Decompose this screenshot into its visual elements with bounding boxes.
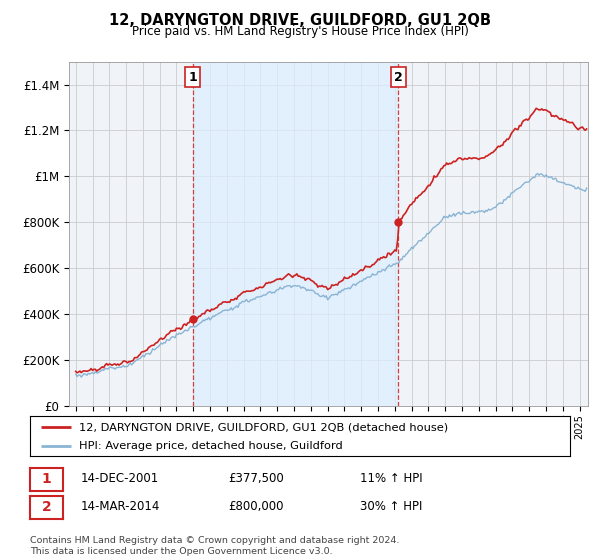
- Text: Price paid vs. HM Land Registry's House Price Index (HPI): Price paid vs. HM Land Registry's House …: [131, 25, 469, 39]
- Bar: [193, 62, 398, 406]
- Text: 14-MAR-2014: 14-MAR-2014: [81, 500, 160, 514]
- Text: HPI: Average price, detached house, Guildford: HPI: Average price, detached house, Guil…: [79, 441, 343, 450]
- Text: 11% ↑ HPI: 11% ↑ HPI: [360, 472, 422, 486]
- Text: £377,500: £377,500: [228, 472, 284, 486]
- Text: 2: 2: [394, 71, 403, 83]
- Text: 14-DEC-2001: 14-DEC-2001: [81, 472, 159, 486]
- Text: 2: 2: [41, 501, 52, 514]
- Text: Contains HM Land Registry data © Crown copyright and database right 2024.
This d: Contains HM Land Registry data © Crown c…: [30, 536, 400, 556]
- Text: 12, DARYNGTON DRIVE, GUILDFORD, GU1 2QB (detached house): 12, DARYNGTON DRIVE, GUILDFORD, GU1 2QB …: [79, 422, 448, 432]
- Text: 1: 1: [188, 71, 197, 83]
- Text: £800,000: £800,000: [228, 500, 284, 514]
- Text: 12, DARYNGTON DRIVE, GUILDFORD, GU1 2QB: 12, DARYNGTON DRIVE, GUILDFORD, GU1 2QB: [109, 13, 491, 28]
- Text: 1: 1: [41, 473, 52, 486]
- Text: 30% ↑ HPI: 30% ↑ HPI: [360, 500, 422, 514]
